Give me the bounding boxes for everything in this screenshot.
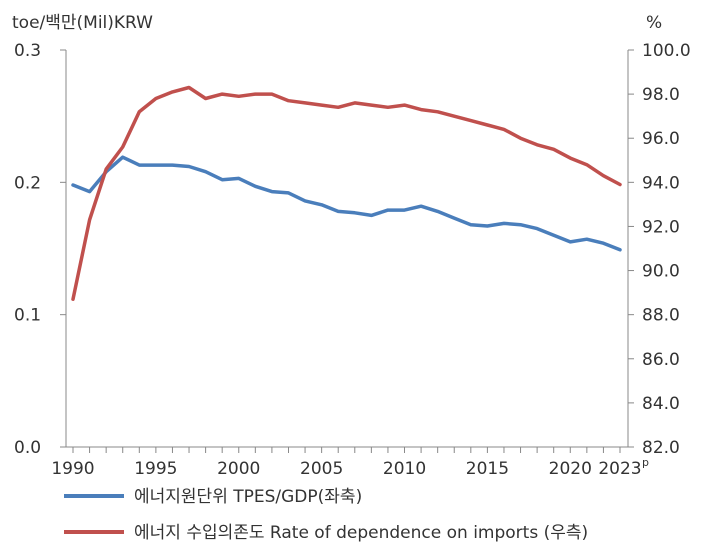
legend-label-tpes: 에너지원단위 TPES/GDP(좌축) <box>134 487 362 507</box>
x-tick-label: 2020 <box>549 459 592 479</box>
right-tick-label: 100.0 <box>642 41 691 61</box>
right-tick-label: 88.0 <box>642 306 680 326</box>
x-tick-superscript: p <box>642 456 649 469</box>
right-tick-label: 98.0 <box>642 85 680 105</box>
import-dependence-line <box>71 85 622 301</box>
left-axis-unit: toe/백만(Mil)KRW <box>12 13 153 33</box>
left-tick-label: 0.2 <box>14 173 41 193</box>
x-tick-label: 1995 <box>134 459 177 479</box>
x-tick-label: 2005 <box>300 459 343 479</box>
left-tick-label: 0.1 <box>14 306 41 326</box>
x-tick-label: 2000 <box>217 459 260 479</box>
series-layer <box>71 85 622 301</box>
left-tick-label: 0.3 <box>14 41 41 61</box>
x-tick-label: 1990 <box>51 459 94 479</box>
right-tick-label: 86.0 <box>642 350 680 370</box>
right-tick-label: 90.0 <box>642 262 680 282</box>
x-tick-label: 2010 <box>383 459 426 479</box>
tpes-gdp-line <box>71 155 622 252</box>
right-tick-label: 96.0 <box>642 129 680 149</box>
x-axis-ticks: 1990 1995 2000 2005 2010 2015 2020 2023 p <box>51 447 649 479</box>
left-tick-label: 0.0 <box>14 438 41 458</box>
legend-label-imports: 에너지 수입의존도 Rate of dependence on imports … <box>134 523 588 543</box>
right-axis-unit: % <box>646 13 662 33</box>
right-tick-label: 84.0 <box>642 394 680 414</box>
x-tick-label: 2015 <box>466 459 509 479</box>
right-tick-label: 94.0 <box>642 173 680 193</box>
right-tick-label: 82.0 <box>642 438 680 458</box>
legend: 에너지원단위 TPES/GDP(좌축) 에너지 수입의존도 Rate of de… <box>64 487 588 543</box>
left-axis-ticks: 0.0 0.1 0.2 0.3 <box>14 41 66 458</box>
right-tick-label: 92.0 <box>642 217 680 237</box>
x-tick-label: 2023 <box>598 459 641 479</box>
right-axis-ticks: 82.0 84.0 86.0 88.0 90.0 92.0 94.0 96.0 98.0 100.… <box>628 41 691 458</box>
